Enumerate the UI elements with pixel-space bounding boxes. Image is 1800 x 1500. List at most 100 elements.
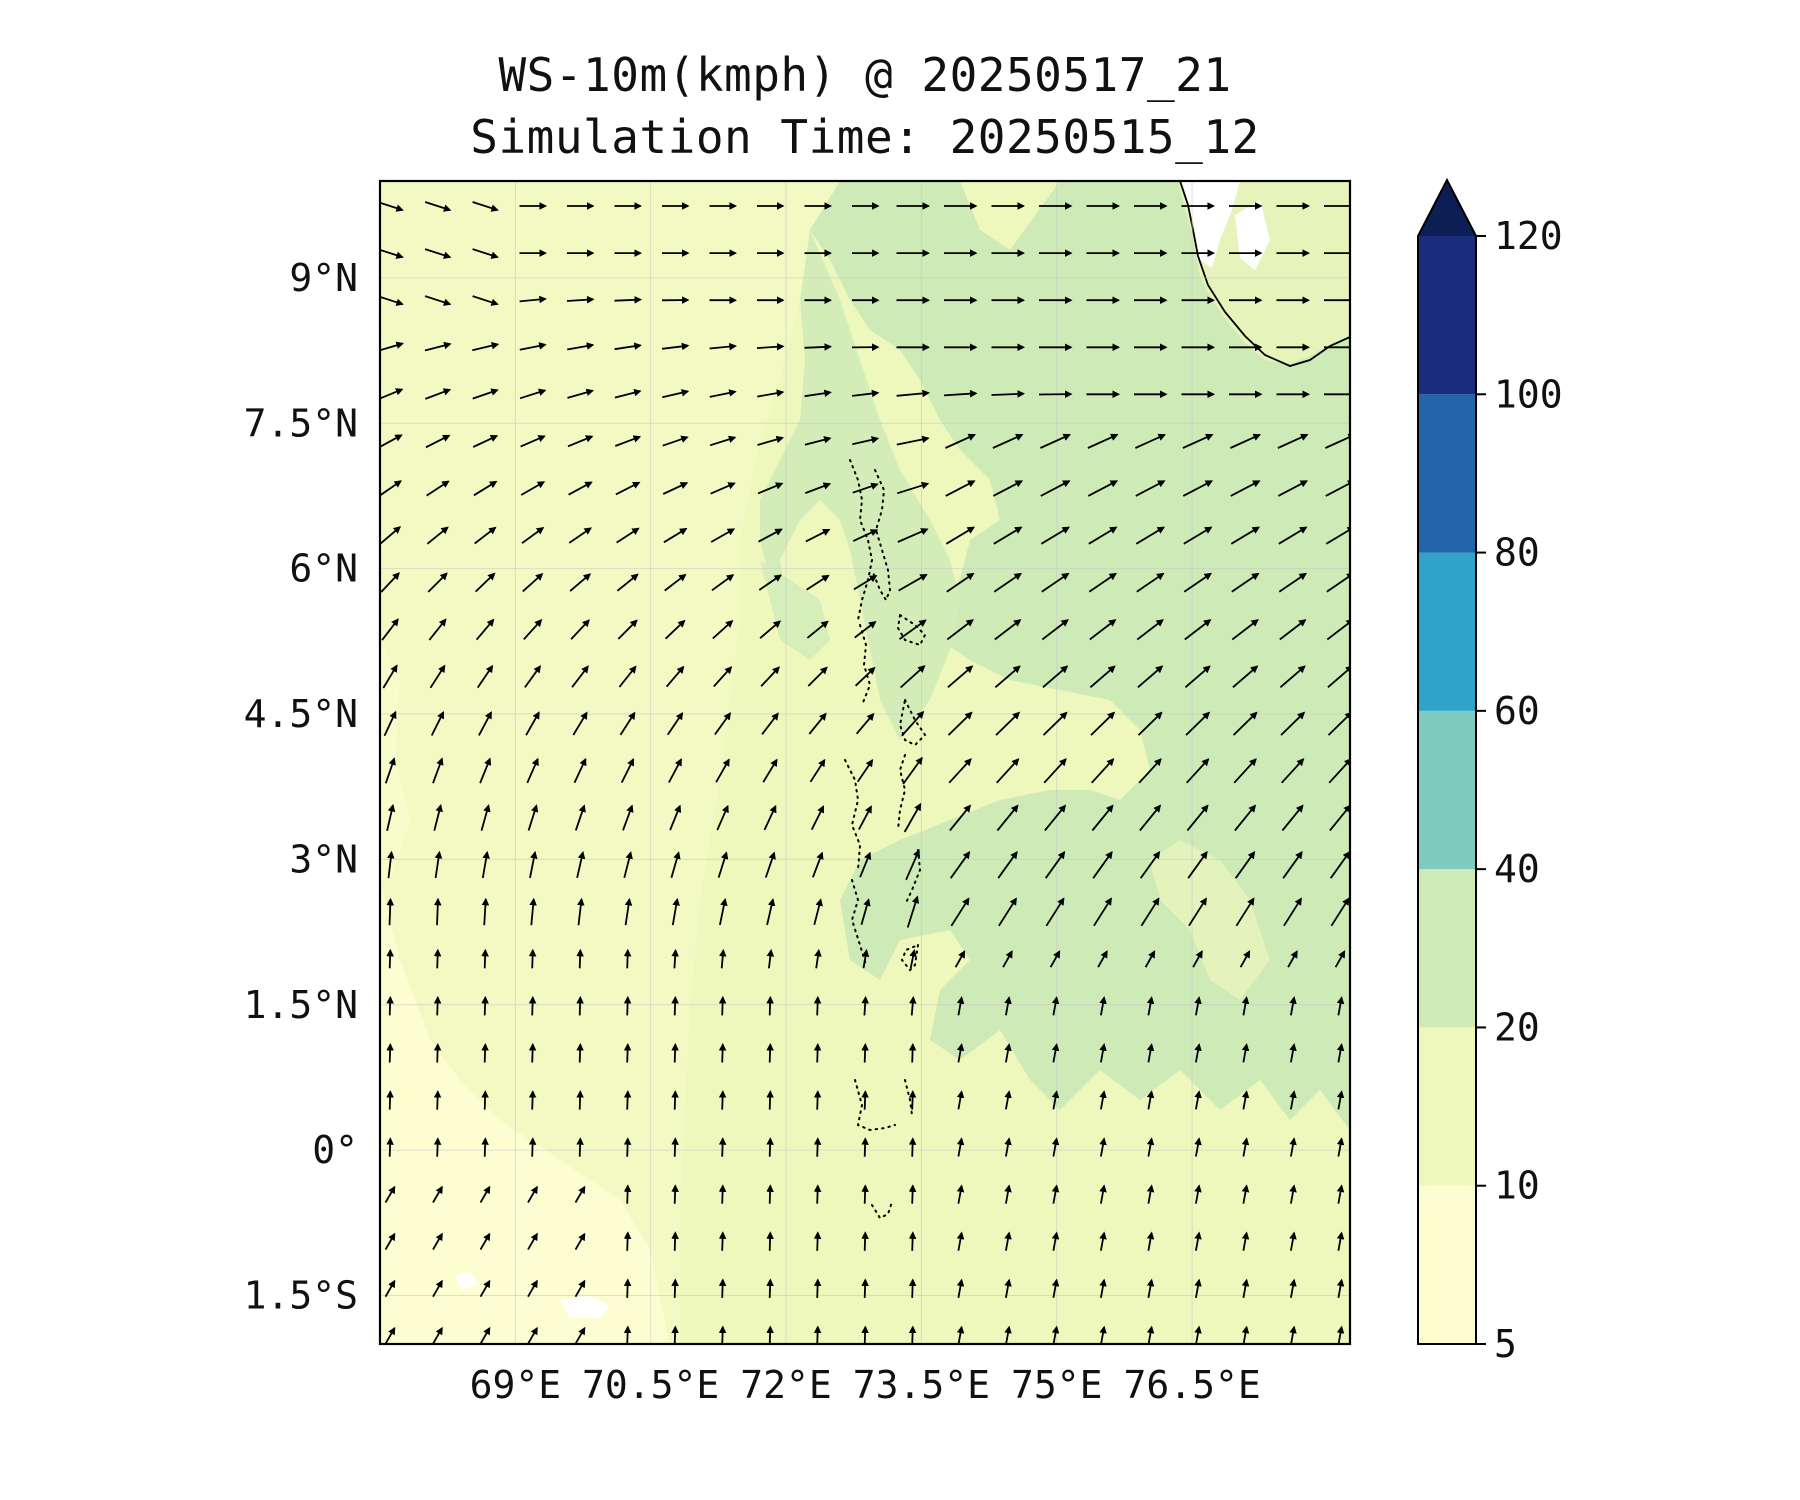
- wind-arrow: [1278, 572, 1307, 593]
- wind-arrow: [1277, 480, 1309, 497]
- wind-arrow: [994, 619, 1022, 641]
- wind-speed-band-west-light: [380, 181, 840, 1344]
- wind-arrow: [992, 480, 1024, 497]
- wind-arrow: [664, 619, 686, 640]
- atoll-south-2: [850, 879, 867, 966]
- wind-arrow: [1099, 1278, 1107, 1298]
- wind-arrow: [757, 435, 784, 446]
- wind-arrow: [479, 1232, 491, 1251]
- land-white-area: [1182, 181, 1240, 268]
- wind-arrow: [623, 995, 632, 1016]
- wind-arrow: [949, 804, 972, 832]
- wind-arrow: [481, 948, 489, 969]
- wind-arrow: [386, 897, 395, 926]
- wind-arrow: [1279, 619, 1307, 641]
- wind-arrow: [616, 527, 640, 544]
- wind-arrow: [424, 295, 452, 306]
- wind-arrow: [1336, 1184, 1345, 1204]
- wind-arrow: [1289, 1043, 1297, 1063]
- wind-arrow: [1241, 1278, 1250, 1298]
- wind-arrow: [1336, 996, 1345, 1016]
- wind-arrow: [956, 1325, 965, 1344]
- wind-arrow: [718, 948, 727, 969]
- wind-arrow: [1140, 897, 1160, 927]
- wind-arrow: [662, 482, 689, 495]
- wind-arrow: [1188, 897, 1207, 927]
- wind-arrow: [380, 341, 404, 352]
- wind-arrow: [946, 619, 974, 641]
- wind-arrow: [1051, 1231, 1060, 1251]
- wind-arrow: [1241, 1090, 1250, 1110]
- colorbar-segment: [1418, 710, 1476, 870]
- wind-arrow: [861, 1231, 869, 1251]
- wind-arrow: [527, 1279, 538, 1298]
- wind-arrow: [1187, 850, 1208, 879]
- wind-arrow: [710, 528, 736, 543]
- wind-arrow: [528, 1090, 537, 1110]
- wind-arrow: [526, 757, 539, 784]
- wind-arrow: [480, 804, 491, 831]
- wind-arrow: [710, 482, 736, 495]
- wind-arrow: [709, 342, 737, 351]
- wind-arrow: [1004, 1090, 1012, 1110]
- wind-arrow: [1004, 1184, 1012, 1204]
- wind-arrow: [1182, 433, 1214, 449]
- wind-arrow: [615, 481, 641, 496]
- wind-arrow: [1280, 711, 1306, 736]
- wind-arrow: [528, 1137, 537, 1157]
- wind-arrow: [717, 851, 729, 878]
- wind-arrow: [386, 803, 396, 832]
- wind-arrow: [1099, 1231, 1107, 1251]
- wind-arrow: [1135, 433, 1166, 449]
- wind-arrow: [902, 756, 923, 785]
- wind-arrow: [576, 1137, 584, 1157]
- colorbar-tick-label: 80: [1494, 531, 1540, 575]
- wind-arrow: [426, 480, 450, 497]
- wind-arrow: [896, 389, 930, 398]
- wind-arrow: [570, 619, 590, 640]
- wind-arrow: [1097, 950, 1108, 968]
- wind-arrow: [1289, 1325, 1297, 1344]
- wind-arrow: [623, 1231, 632, 1251]
- wind-arrow: [1146, 1043, 1155, 1063]
- wind-arrow: [852, 436, 880, 446]
- wind-arrow: [474, 526, 497, 545]
- wind-arrow: [1051, 1090, 1060, 1110]
- wind-arrow: [528, 995, 537, 1016]
- longitude-tick-labels: 69°E 70.5°E 72°E 73.5°E 75°E 76.5°E: [470, 1363, 1261, 1407]
- wind-arrow: [574, 1279, 586, 1298]
- wind-arrow: [947, 665, 974, 688]
- wind-arrow: [1336, 1043, 1345, 1063]
- wind-arrow: [614, 342, 642, 351]
- wind-arrow: [428, 618, 447, 641]
- wind-arrow: [574, 1232, 586, 1251]
- colorbar-tick-label: 60: [1494, 689, 1540, 733]
- wind-arrow: [716, 804, 729, 831]
- lat-tick-label: 3°N: [289, 837, 358, 881]
- wind-arrow: [1230, 433, 1261, 449]
- wind-arrow: [1088, 572, 1117, 593]
- wind-arrow: [662, 435, 689, 447]
- wind-arrow: [760, 666, 780, 687]
- wind-arrow: [425, 434, 451, 449]
- wind-arrow: [897, 528, 929, 543]
- maldives-atolls: [844, 459, 927, 1220]
- wind-arrow: [478, 711, 492, 736]
- wind-arrow: [1194, 1090, 1202, 1110]
- wind-arrow: [945, 526, 975, 545]
- wind-arrow: [956, 1184, 965, 1204]
- wind-arrow: [718, 1137, 727, 1157]
- wind-arrow: [956, 1278, 965, 1298]
- wind-arrow: [1231, 572, 1260, 593]
- wind-arrow: [1146, 1231, 1155, 1251]
- wind-arrow: [426, 526, 449, 545]
- wind-arrow: [479, 757, 492, 784]
- wind-arrow: [766, 898, 776, 926]
- wind-arrow: [861, 1184, 869, 1204]
- wind-arrow: [1289, 996, 1297, 1016]
- wind-arrow: [718, 1278, 727, 1298]
- colorbar-tick-label: 5: [1494, 1322, 1517, 1366]
- wind-arrow: [1137, 711, 1163, 736]
- wind-arrow: [380, 248, 404, 259]
- wind-arrow: [757, 389, 785, 398]
